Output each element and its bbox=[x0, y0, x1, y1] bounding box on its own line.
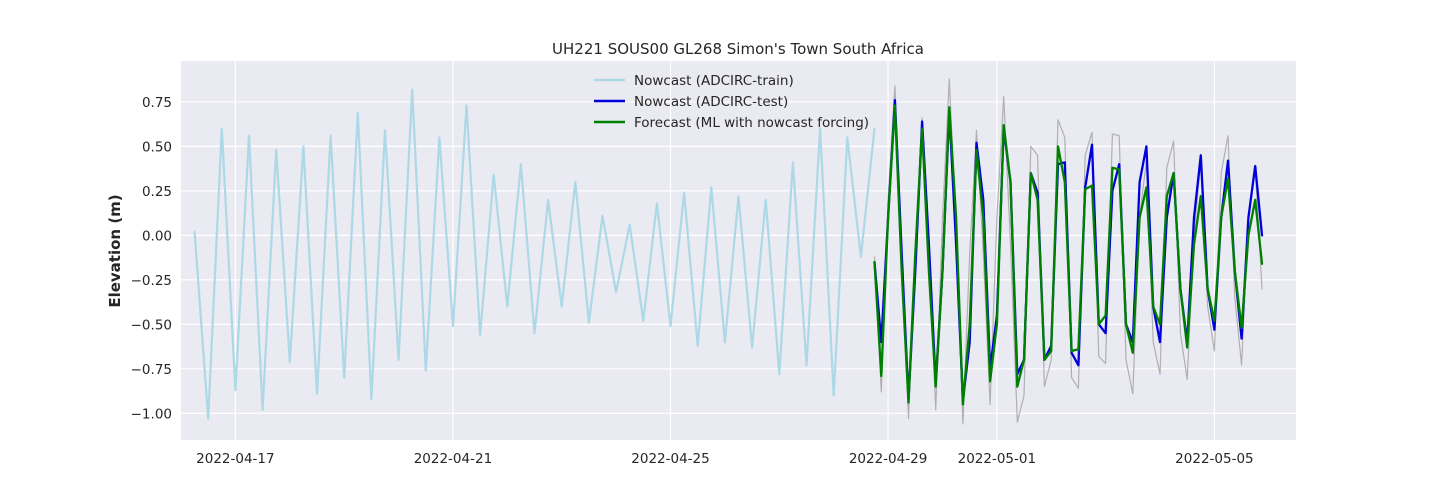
legend: Nowcast (ADCIRC-train) Nowcast (ADCIRC-te… bbox=[594, 73, 869, 131]
x-tick-label: 2022-04-25 bbox=[631, 451, 709, 467]
series-line-forecast-ml-with-nowcast-forcing bbox=[873, 104, 1264, 406]
x-tick-label: 2022-05-05 bbox=[1175, 451, 1253, 467]
y-tick-label: −0.25 bbox=[131, 273, 172, 289]
series-lines bbox=[193, 78, 1264, 425]
y-tick-label: 0.00 bbox=[142, 228, 172, 244]
y-axis-ticks: −1.00 −0.75 −0.50 −0.25 0.00 0.25 0.50 0.75 bbox=[131, 95, 172, 422]
y-tick-label: −1.00 bbox=[131, 406, 172, 422]
legend-label: Nowcast (ADCIRC-test) bbox=[634, 94, 788, 110]
legend-label: Nowcast (ADCIRC-train) bbox=[634, 73, 794, 89]
legend-label: Forecast (ML with nowcast forcing) bbox=[634, 115, 869, 131]
y-tick-label: 0.25 bbox=[142, 184, 172, 200]
y-tick-label: 0.50 bbox=[142, 139, 172, 155]
x-tick-label: 2022-04-21 bbox=[414, 451, 492, 467]
series-line-nowcast-adcirc-train bbox=[193, 88, 876, 420]
y-axis-label: Elevation (m) bbox=[106, 194, 124, 307]
x-tick-label: 2022-04-29 bbox=[849, 451, 927, 467]
x-tick-label: 2022-04-17 bbox=[196, 451, 274, 467]
chart-title: UH221 SOUS00 GL268 Simon's Town South Af… bbox=[552, 40, 924, 58]
x-axis-ticks: 2022-04-17 2022-04-21 2022-04-25 2022-04-29… bbox=[196, 451, 1253, 467]
y-tick-label: −0.75 bbox=[131, 362, 172, 378]
y-tick-label: 0.75 bbox=[142, 95, 172, 111]
y-tick-label: −0.50 bbox=[131, 317, 172, 333]
x-tick-label: 2022-05-01 bbox=[958, 451, 1036, 467]
